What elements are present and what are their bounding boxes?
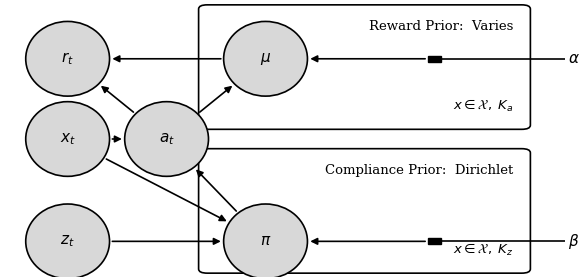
Text: $r_t$: $r_t$ bbox=[61, 50, 74, 67]
Text: Reward Prior:  Varies: Reward Prior: Varies bbox=[369, 20, 513, 33]
FancyBboxPatch shape bbox=[199, 5, 530, 129]
Text: $x \in \mathcal{X},\; K_a$: $x \in \mathcal{X},\; K_a$ bbox=[453, 98, 513, 114]
Text: $x_t$: $x_t$ bbox=[60, 131, 75, 147]
Ellipse shape bbox=[224, 204, 307, 278]
Ellipse shape bbox=[124, 102, 208, 176]
Text: $\beta$: $\beta$ bbox=[568, 232, 579, 251]
Text: $z_t$: $z_t$ bbox=[60, 234, 75, 249]
Ellipse shape bbox=[224, 21, 307, 96]
Text: $\alpha$: $\alpha$ bbox=[568, 52, 580, 66]
Text: $\mu$: $\mu$ bbox=[260, 51, 271, 67]
Text: $\pi$: $\pi$ bbox=[260, 234, 271, 248]
Bar bbox=[428, 238, 441, 244]
Ellipse shape bbox=[26, 21, 110, 96]
Bar bbox=[428, 56, 441, 62]
Text: $x \in \mathcal{X},\; K_z$: $x \in \mathcal{X},\; K_z$ bbox=[453, 242, 513, 258]
FancyBboxPatch shape bbox=[199, 149, 530, 273]
Text: $a_t$: $a_t$ bbox=[159, 131, 175, 147]
Text: Compliance Prior:  Dirichlet: Compliance Prior: Dirichlet bbox=[325, 164, 513, 177]
Ellipse shape bbox=[26, 102, 110, 176]
Ellipse shape bbox=[26, 204, 110, 278]
